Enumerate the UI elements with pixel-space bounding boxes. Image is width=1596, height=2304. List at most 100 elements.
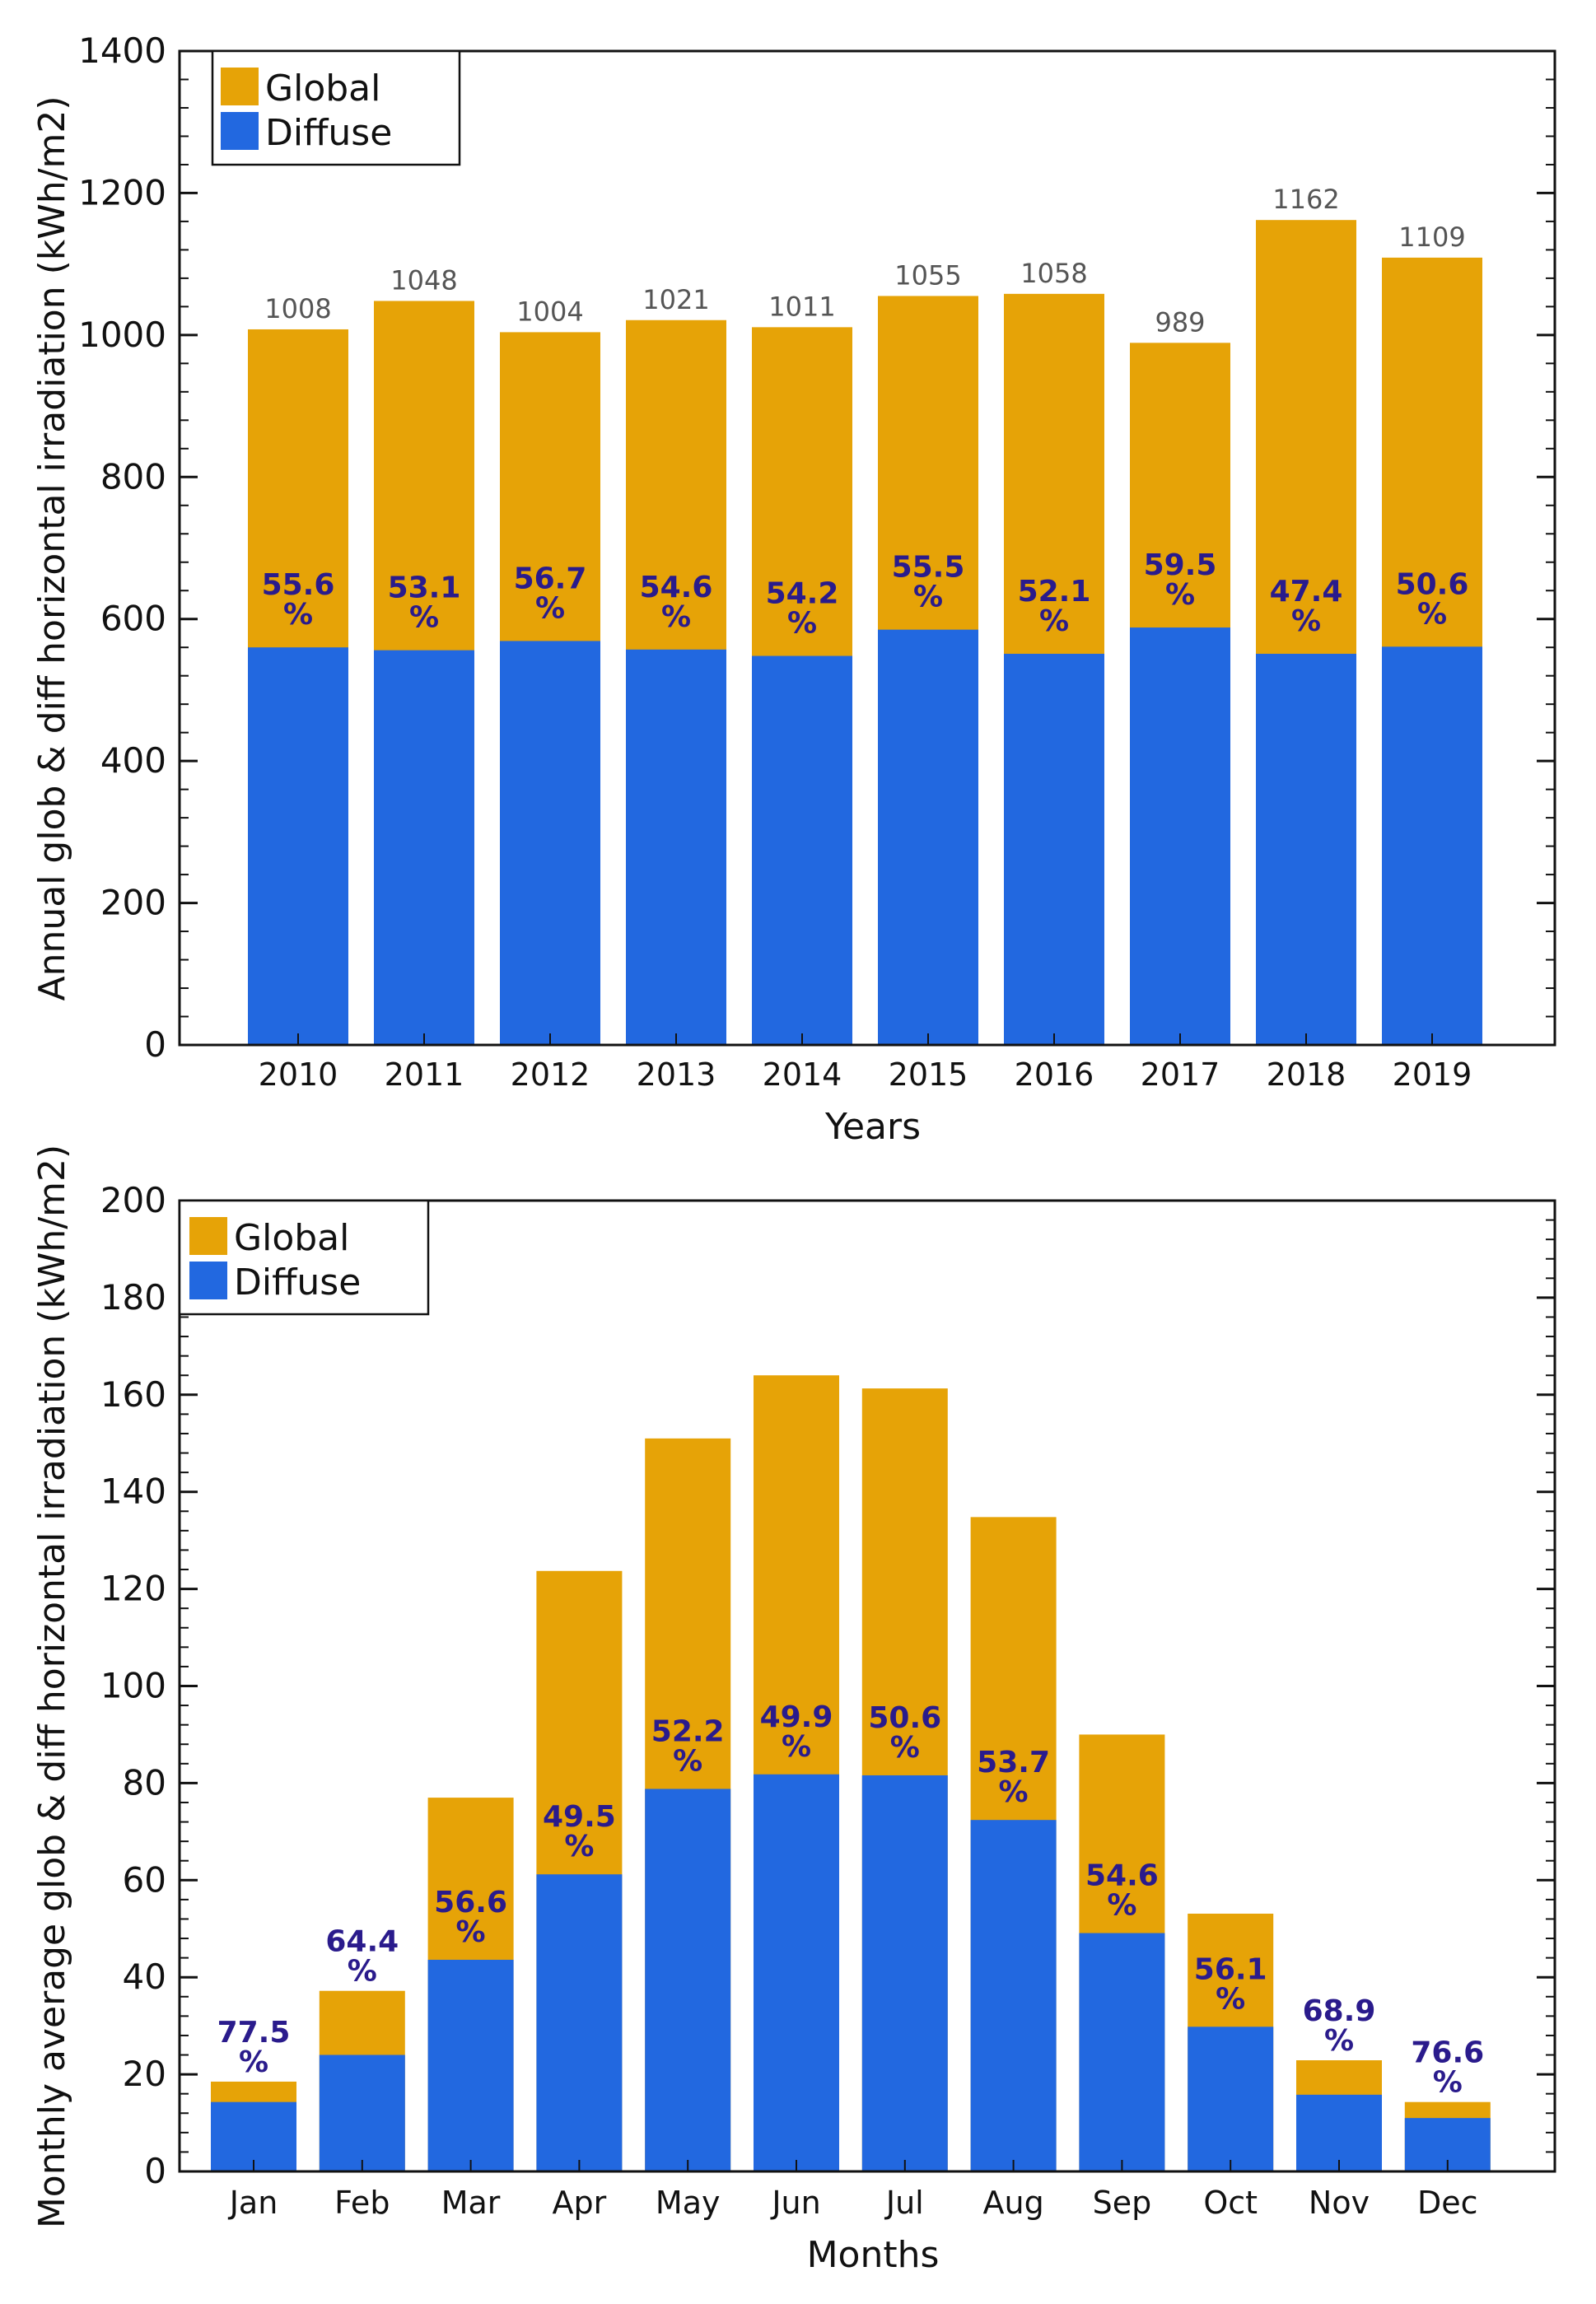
x-tick-label: Nov bbox=[1309, 2185, 1370, 2221]
percent-symbol-label: % bbox=[409, 601, 439, 635]
monthly-legend-label-global: Global bbox=[234, 1217, 349, 1259]
annual-x-axis-title: Years bbox=[824, 1106, 921, 1148]
percent-symbol-label: % bbox=[535, 591, 565, 625]
bar-diffuse-sep bbox=[1079, 1933, 1165, 2171]
percent-value-label: 56.7 bbox=[514, 562, 587, 595]
percent-value-label: 52.1 bbox=[1018, 575, 1091, 609]
annual-legend-swatch-global bbox=[221, 68, 259, 105]
monthly-x-axis-title: Months bbox=[807, 2234, 940, 2276]
percent-value-label: 59.5 bbox=[1144, 548, 1217, 582]
percent-value-label: 68.9 bbox=[1303, 1994, 1376, 2028]
x-tick-label: Dec bbox=[1417, 2185, 1478, 2221]
x-tick-label: Jul bbox=[884, 2185, 924, 2221]
y-tick-label: 180 bbox=[100, 1277, 166, 1318]
y-tick-label: 40 bbox=[123, 1957, 166, 1997]
annual-legend-label-global: Global bbox=[265, 68, 380, 110]
percent-value-label: 55.5 bbox=[892, 551, 965, 585]
monthly-bar-labels: 77.5%64.4%56.6%49.5%52.2%49.9%50.6% 53.7%… bbox=[217, 1700, 1485, 2100]
total-value-label: 1004 bbox=[516, 296, 583, 327]
total-value-label: 1008 bbox=[264, 293, 331, 324]
total-value-label: 1055 bbox=[894, 259, 961, 291]
x-tick-label: 2015 bbox=[889, 1056, 968, 1093]
percent-symbol-label: % bbox=[1216, 1982, 1245, 2016]
y-tick-label: 120 bbox=[100, 1569, 166, 1609]
bar-diffuse-2013 bbox=[626, 649, 726, 1045]
percent-value-label: 55.6 bbox=[262, 568, 335, 602]
percent-symbol-label: % bbox=[1291, 604, 1321, 638]
percent-value-label: 54.6 bbox=[640, 571, 713, 604]
monthly-bars bbox=[211, 1375, 1491, 2171]
x-tick-label: Jan bbox=[228, 2185, 278, 2221]
percent-value-label: 56.6 bbox=[434, 1886, 507, 1919]
y-tick-label: 1400 bbox=[78, 30, 166, 71]
monthly-legend-swatch-global bbox=[189, 1217, 227, 1255]
x-tick-label: 2018 bbox=[1267, 1056, 1346, 1093]
percent-symbol-label: % bbox=[1324, 2024, 1354, 2058]
percent-value-label: 56.1 bbox=[1194, 1952, 1267, 1986]
percent-symbol-label: % bbox=[1107, 1889, 1136, 1923]
percent-value-label: 54.6 bbox=[1085, 1859, 1159, 1893]
annual-chart: 1008 55.6% 1048 53.1% 1004 56.7% 1021 54.6% 1011… bbox=[31, 30, 1556, 1148]
annual-x-tick-labels: 2010 2011 2012 2013 2014 2015 2016 2017 2018 2019 bbox=[259, 1033, 1472, 1093]
x-tick-label: Feb bbox=[334, 2185, 390, 2221]
percent-value-label: 47.4 bbox=[1270, 575, 1343, 609]
bar-diffuse-nov bbox=[1296, 2094, 1382, 2171]
monthly-legend-swatch-diffuse bbox=[189, 1262, 227, 1299]
bar-diffuse-2011 bbox=[374, 650, 474, 1045]
y-tick-label: 200 bbox=[100, 883, 166, 923]
percent-symbol-label: % bbox=[1039, 604, 1069, 638]
y-tick-label: 200 bbox=[100, 1180, 166, 1220]
y-tick-label: 20 bbox=[123, 2054, 166, 2094]
bar-diffuse-2015 bbox=[878, 629, 978, 1045]
x-tick-label: Mar bbox=[441, 2185, 501, 2221]
y-tick-label: 0 bbox=[144, 1024, 166, 1065]
percent-value-label: 53.7 bbox=[977, 1746, 1050, 1779]
y-tick-label: 600 bbox=[100, 599, 166, 639]
y-tick-label: 60 bbox=[123, 1859, 166, 1900]
bar-diffuse-jun bbox=[754, 1774, 839, 2171]
bar-diffuse-2012 bbox=[500, 641, 600, 1045]
bar-diffuse-2018 bbox=[1256, 653, 1356, 1045]
total-value-label: 1058 bbox=[1020, 258, 1087, 289]
percent-symbol-label: % bbox=[283, 598, 313, 632]
percent-symbol-label: % bbox=[1165, 578, 1195, 612]
bar-diffuse-2017 bbox=[1130, 627, 1230, 1045]
percent-value-label: 52.2 bbox=[651, 1714, 725, 1748]
y-tick-label: 140 bbox=[100, 1471, 166, 1512]
monthly-chart: 77.5%64.4%56.6%49.5%52.2%49.9%50.6% 53.7%… bbox=[31, 1145, 1556, 2276]
percent-value-label: 49.5 bbox=[543, 1800, 616, 1834]
x-tick-label: 2019 bbox=[1393, 1056, 1472, 1093]
bar-diffuse-apr bbox=[536, 1874, 623, 2171]
percent-symbol-label: % bbox=[782, 1730, 811, 1764]
percent-symbol-label: % bbox=[348, 1955, 377, 1989]
percent-value-label: 77.5 bbox=[217, 2016, 291, 2050]
total-value-label: 1011 bbox=[768, 291, 835, 322]
total-value-label: 1109 bbox=[1398, 222, 1465, 253]
annual-bar-labels: 1008 55.6% 1048 53.1% 1004 56.7% 1021 54.6% 1011… bbox=[262, 184, 1469, 640]
monthly-y-axis-title: Monthly average glob & diff horizontal i… bbox=[31, 1145, 73, 2228]
annual-y-axis-title: Annual glob & diff horizontal irradiatio… bbox=[31, 96, 73, 1001]
monthly-legend-label-diffuse: Diffuse bbox=[234, 1262, 361, 1304]
percent-value-label: 54.2 bbox=[766, 577, 839, 611]
bar-diffuse-may bbox=[645, 1789, 731, 2171]
y-tick-label: 1000 bbox=[78, 315, 166, 355]
y-tick-label: 400 bbox=[100, 740, 166, 781]
y-tick-label: 100 bbox=[100, 1666, 166, 1706]
percent-symbol-label: % bbox=[890, 1731, 920, 1765]
percent-symbol-label: % bbox=[456, 1915, 486, 1949]
bar-diffuse-jan bbox=[211, 2101, 296, 2171]
percent-symbol-label: % bbox=[661, 600, 691, 634]
annual-plot-frame bbox=[178, 49, 1556, 1047]
bar-diffuse-jul bbox=[861, 1775, 948, 2171]
total-value-label: 1162 bbox=[1272, 184, 1339, 215]
y-tick-label: 0 bbox=[144, 2151, 166, 2191]
annual-legend-label-diffuse: Diffuse bbox=[265, 112, 392, 154]
percent-value-label: 53.1 bbox=[388, 571, 461, 605]
x-tick-label: Sep bbox=[1093, 2185, 1152, 2221]
x-tick-label: 2012 bbox=[511, 1056, 590, 1093]
bar-diffuse-2014 bbox=[752, 655, 852, 1045]
x-tick-label: Aug bbox=[982, 2185, 1043, 2221]
x-tick-label: Jun bbox=[770, 2185, 820, 2221]
x-tick-label: 2011 bbox=[385, 1056, 464, 1093]
